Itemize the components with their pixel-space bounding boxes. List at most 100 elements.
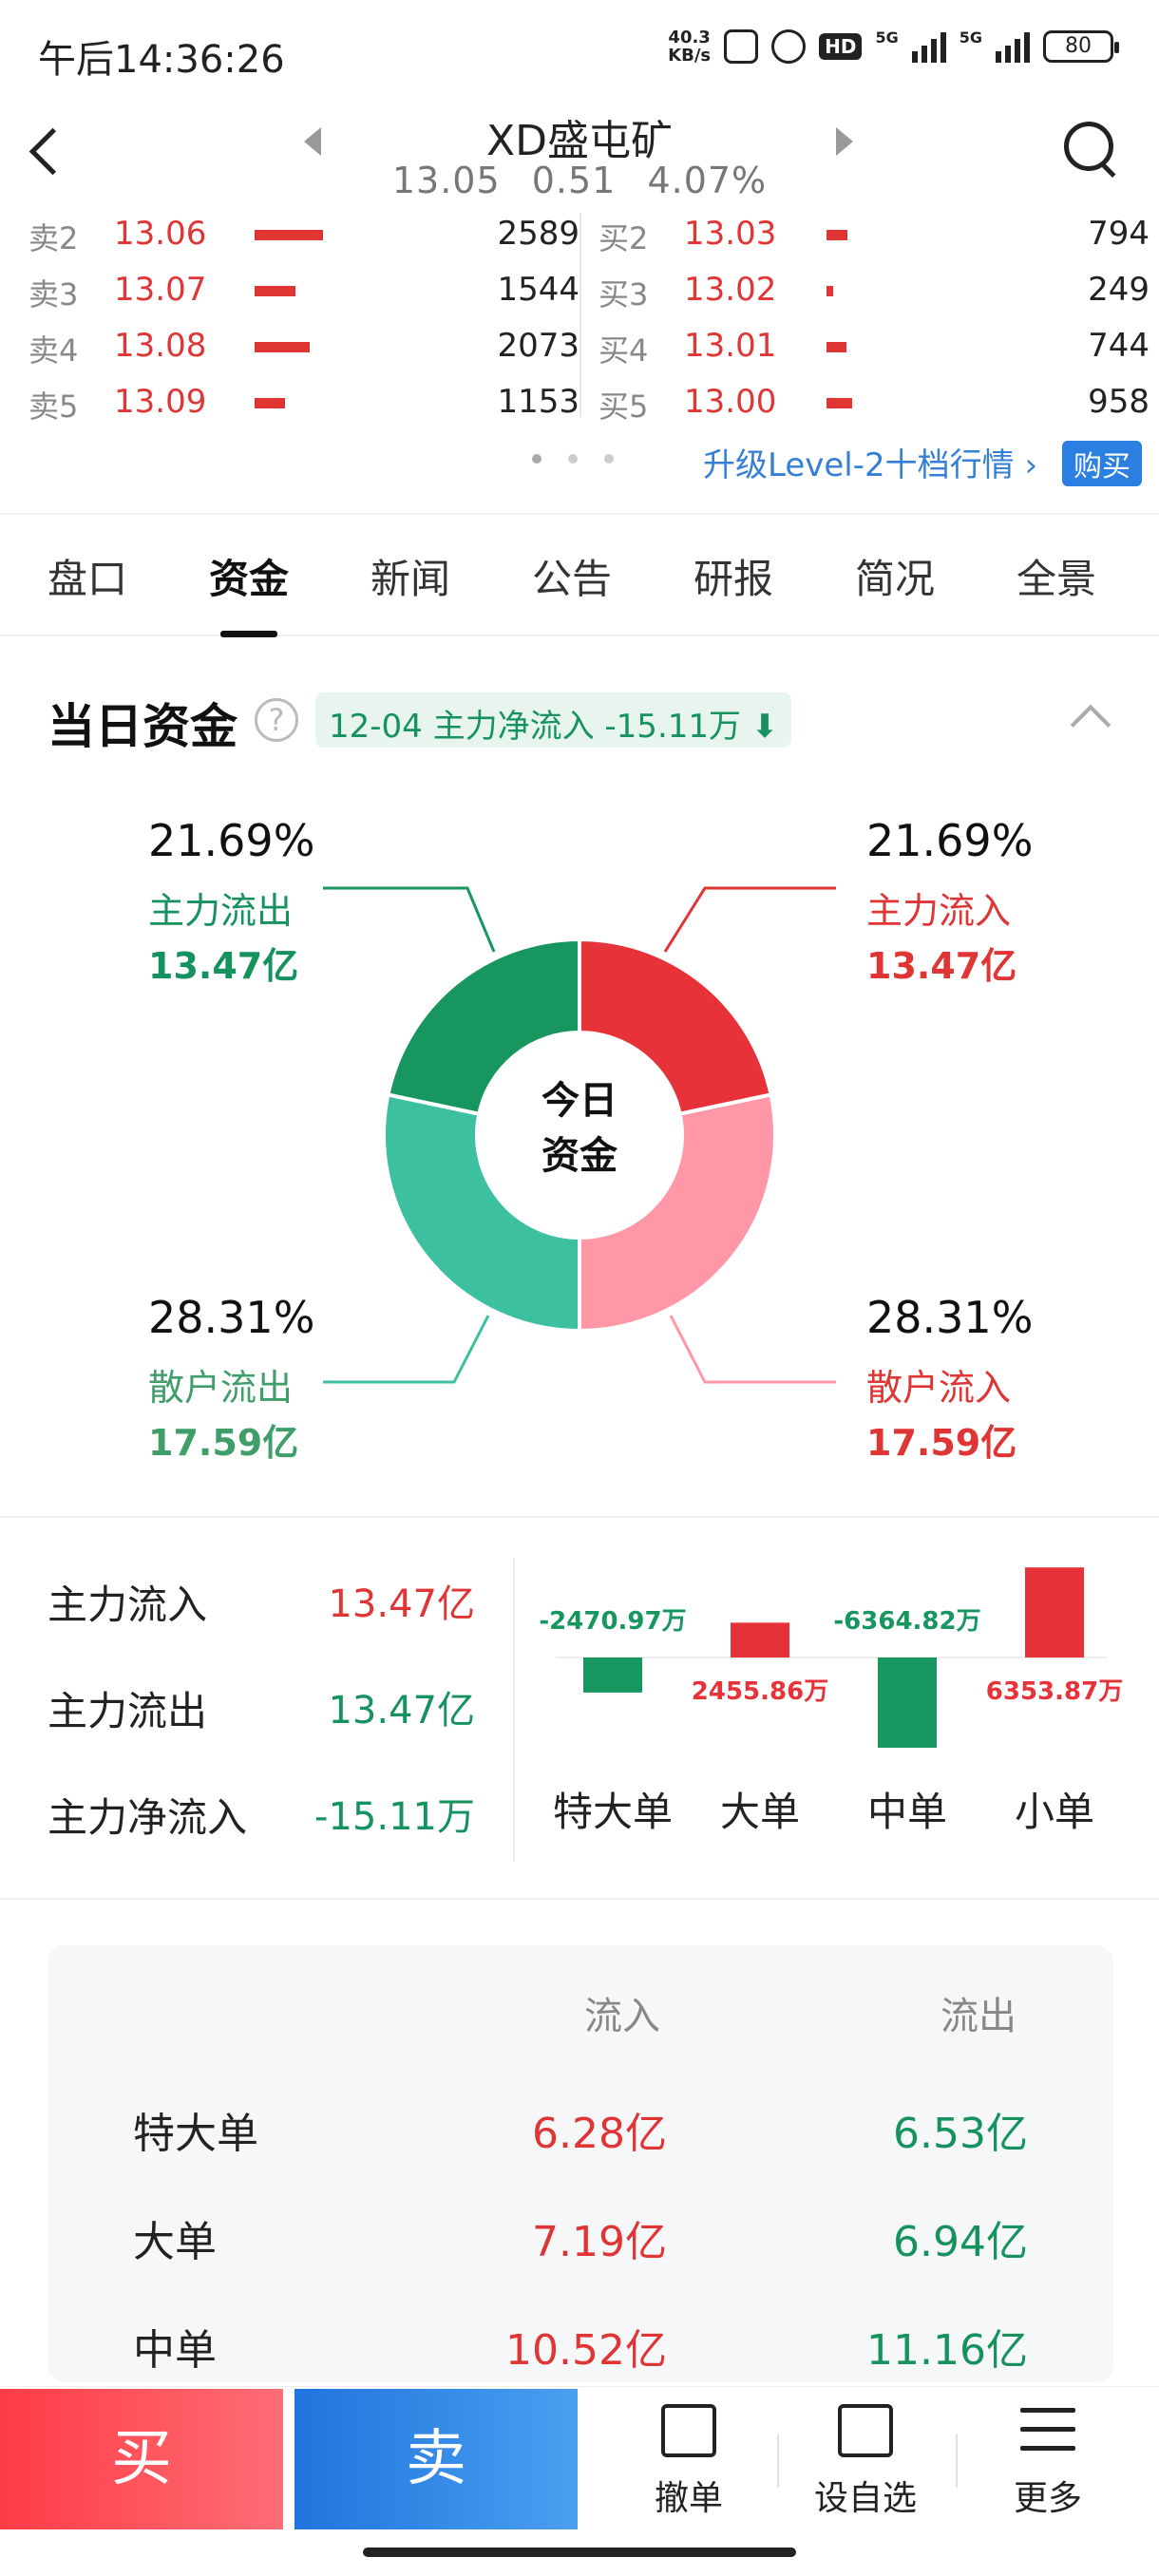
order-volume: 958 [1088, 383, 1150, 421]
retail-inflow-pct: 28.31% [866, 1292, 1034, 1343]
tab-news[interactable]: 新闻 [370, 556, 451, 602]
buy-button[interactable]: 买 [0, 2389, 283, 2529]
slice-retail-inflow [578, 1092, 777, 1334]
retail-inflow-amount: 17.59亿 [866, 1422, 1017, 1464]
battery-icon: 80 [1043, 30, 1119, 63]
slice-main-outflow [386, 937, 581, 1117]
edit-icon [838, 2404, 893, 2457]
sell-order-row: 卖4 13.08 2073 [28, 319, 580, 375]
add-watchlist-button[interactable]: 设自选 [794, 2404, 937, 2520]
table-row-outflow: 11.16亿 [866, 2326, 1028, 2375]
order-price: 13.09 [114, 383, 207, 421]
order-price: 13.06 [114, 215, 207, 253]
buy-orders: 买2 13.03 794 买3 13.02 249 买4 13.01 744 买5 13.00 958 [598, 207, 1150, 431]
order-level-label: 买2 [598, 220, 649, 256]
title-bar: XD盛屯矿 13.05 0.51 4.07% [0, 104, 1159, 209]
table-row-label: 大单 [133, 2218, 217, 2266]
level2-upgrade-link[interactable]: 升级Level-2十档行情 › [703, 446, 1038, 484]
tab-funds[interactable]: 资金 [209, 556, 290, 602]
order-price: 13.01 [684, 327, 777, 365]
table-row-inflow: 7.19亿 [532, 2218, 667, 2266]
order-level-label: 卖4 [28, 332, 79, 369]
stock-quote: 13.05 0.51 4.07% [0, 160, 1159, 201]
hd-icon: HD [819, 33, 863, 60]
table-row-outflow: 6.94亿 [893, 2218, 1028, 2266]
purchase-button[interactable]: 购买 [1062, 441, 1142, 486]
prev-stock-icon[interactable] [304, 127, 321, 156]
order-volume: 249 [1088, 271, 1150, 309]
main-outflow-amount: 13.47亿 [148, 945, 299, 987]
tab-research[interactable]: 研报 [694, 556, 774, 602]
leader-retail-outflow [323, 1315, 490, 1384]
retail-outflow-label: 散户流出 [148, 1367, 294, 1409]
order-volume-bar [255, 398, 285, 408]
net-inflow-badge: 12-04 主力净流入 -15.11万 ⬇ [315, 692, 792, 748]
bar-category-label: 中单 [867, 1789, 947, 1835]
order-level-label: 卖5 [28, 388, 79, 425]
bar-1 [731, 1622, 789, 1657]
chevron-up-icon[interactable] [1070, 704, 1112, 746]
order-level-label: 买4 [598, 332, 649, 369]
next-stock-icon[interactable] [836, 127, 853, 156]
leader-retail-inflow [669, 1315, 836, 1384]
status-bar: 午后14:36:26 40.3 KB/s HD 5G 5G 80 [0, 0, 1159, 104]
order-price: 13.07 [114, 271, 207, 309]
sell-order-row: 卖2 13.06 2589 [28, 207, 580, 263]
table-row-label: 中单 [133, 2326, 217, 2375]
main-outflow-pct: 21.69% [148, 815, 315, 866]
order-volume: 1153 [497, 383, 580, 421]
table-row-label: 特大单 [133, 2110, 258, 2158]
tab-panorama[interactable]: 全景 [1016, 556, 1097, 602]
stock-change-pct: 4.07% [647, 160, 768, 201]
tab-profile[interactable]: 简况 [855, 556, 936, 602]
section-divider [0, 1516, 1159, 1518]
leader-main-inflow [663, 886, 836, 953]
order-volume-bar [826, 398, 852, 408]
retail-outflow-pct: 28.31% [148, 1292, 315, 1343]
main-inflow-label: 主力流入 [866, 890, 1012, 932]
order-volume: 794 [1088, 215, 1150, 253]
menu-icon [1020, 2404, 1075, 2457]
tab-pankou[interactable]: 盘口 [48, 556, 128, 602]
donut-center-label: 今日 资金 [542, 1079, 618, 1178]
bottom-divider [777, 2434, 779, 2488]
order-level-label: 买3 [598, 276, 649, 313]
order-volume-bar [826, 230, 847, 240]
order-volume: 2073 [497, 327, 580, 365]
bar-2 [878, 1657, 937, 1748]
table-row-outflow: 6.53亿 [893, 2110, 1028, 2158]
home-indicator[interactable] [363, 2548, 796, 2557]
sell-button[interactable]: 卖 [294, 2389, 578, 2529]
summary-row-main-outflow: 主力流出 13.47亿 [48, 1688, 475, 1734]
signal-icon [911, 30, 946, 63]
order-level-label: 卖2 [28, 220, 79, 256]
order-volume: 2589 [497, 215, 580, 253]
buy-order-row: 买2 13.03 794 [598, 207, 1150, 263]
order-level-label: 买5 [598, 388, 649, 425]
section-title: 当日资金 [48, 699, 238, 754]
bar-category-label: 大单 [720, 1789, 800, 1835]
funds-donut-chart: 今日 资金 21.69% 主力流入 13.47亿 28.31% 散户流入 17.… [0, 798, 1159, 1501]
stock-price: 13.05 [391, 160, 501, 201]
help-circle-icon[interactable]: ? [255, 698, 298, 742]
order-price: 13.03 [684, 215, 777, 253]
summary-row-main-net: 主力净流入 -15.11万 [48, 1794, 475, 1841]
page-dots [532, 454, 614, 464]
search-icon[interactable] [1060, 118, 1121, 179]
bottom-action-bar: 买 卖 撤单 设自选 更多 [0, 2386, 1159, 2529]
order-book-divider [580, 213, 581, 417]
bar-value-label: -6364.82万 [833, 1607, 980, 1636]
summary-row-main-inflow: 主力流入 13.47亿 [48, 1582, 475, 1628]
section-divider-2 [0, 1898, 1159, 1900]
buy-order-row: 买3 13.02 249 [598, 263, 1150, 319]
cancel-order-button[interactable]: 撤单 [618, 2404, 760, 2520]
bar-value-label: -2470.97万 [539, 1607, 686, 1636]
more-button[interactable]: 更多 [977, 2404, 1119, 2520]
tab-announcements[interactable]: 公告 [532, 556, 613, 602]
donut-svg [323, 886, 836, 1384]
tab-bar: 盘口 资金 新闻 公告 研报 简况 全景 [0, 513, 1159, 637]
status-icons: 40.3 KB/s HD 5G 5G 80 [668, 28, 1119, 65]
retail-inflow-label: 散户流入 [866, 1367, 1012, 1409]
stock-change: 0.51 [531, 160, 617, 201]
